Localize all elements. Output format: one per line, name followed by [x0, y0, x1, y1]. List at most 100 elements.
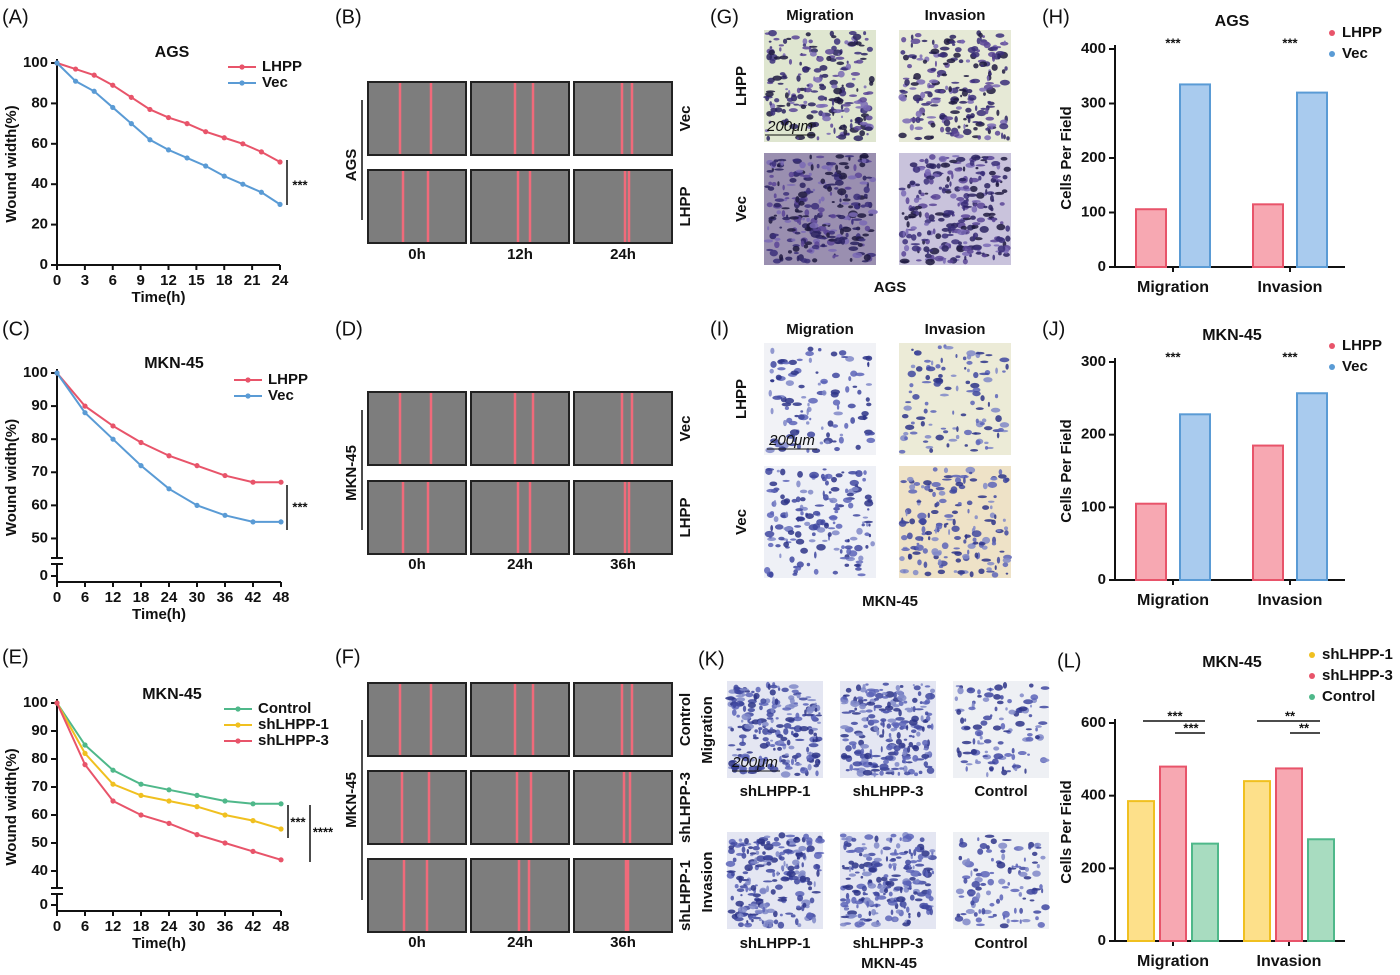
cell	[808, 743, 819, 748]
cell	[998, 469, 1003, 475]
cell	[948, 243, 952, 249]
cell	[1000, 849, 1006, 854]
cell	[786, 417, 793, 424]
cell	[999, 79, 1010, 86]
cell	[769, 101, 772, 106]
cell	[775, 544, 781, 548]
column-label: shLHPP-1	[740, 935, 811, 952]
cell	[873, 697, 879, 701]
cell	[749, 916, 753, 921]
cell	[956, 222, 960, 225]
cell	[880, 849, 883, 855]
cell	[999, 422, 1010, 428]
cell	[992, 55, 996, 62]
cell	[865, 397, 870, 402]
cell	[861, 885, 867, 892]
cell	[989, 505, 993, 510]
cell	[736, 888, 745, 893]
significance: ***	[1183, 720, 1199, 735]
cell	[966, 249, 974, 254]
cell	[941, 366, 946, 371]
cell	[907, 745, 911, 753]
column-label: Migration	[786, 7, 854, 24]
cell	[1023, 857, 1026, 862]
cell	[895, 738, 902, 745]
cell	[908, 915, 911, 919]
cell	[969, 159, 975, 166]
cell	[797, 414, 805, 420]
cell	[868, 701, 871, 704]
cell	[980, 64, 984, 68]
cell	[864, 532, 870, 537]
scratch-image	[470, 682, 570, 757]
cell	[989, 871, 995, 875]
significance: ****	[313, 824, 334, 839]
cell	[910, 243, 921, 246]
cell	[924, 711, 929, 716]
cell	[770, 684, 778, 689]
cell	[1002, 557, 1012, 563]
cell	[862, 477, 866, 482]
cell	[887, 718, 897, 723]
y-tick-label: 300	[1081, 353, 1106, 370]
cell	[882, 695, 889, 699]
cell	[883, 892, 886, 896]
cell	[909, 180, 916, 186]
cell	[839, 556, 850, 560]
cell	[925, 258, 935, 266]
series-point	[138, 812, 144, 818]
cell	[1040, 855, 1046, 860]
cell	[766, 135, 771, 141]
cell	[802, 217, 805, 221]
cell	[930, 104, 939, 107]
cell	[925, 893, 932, 899]
cell	[774, 168, 784, 171]
cell	[832, 74, 840, 78]
cell	[854, 707, 858, 711]
cell	[959, 177, 967, 182]
cell	[868, 714, 876, 719]
cell	[1040, 686, 1050, 690]
cell	[845, 877, 851, 880]
cell	[793, 103, 800, 106]
cell	[972, 738, 976, 745]
cell	[783, 860, 786, 867]
cell	[728, 848, 735, 855]
cell	[882, 721, 885, 728]
cell	[979, 842, 988, 850]
cell	[970, 900, 975, 906]
cell	[996, 700, 1004, 705]
cell	[912, 735, 915, 738]
x-tick-label: 0	[53, 272, 61, 289]
cell	[826, 162, 837, 166]
cell	[994, 706, 998, 712]
cell	[845, 386, 850, 393]
legend-swatch	[1309, 673, 1315, 679]
cell	[953, 547, 960, 550]
legend-swatch-dot	[239, 80, 245, 86]
cell	[902, 765, 908, 773]
cell	[937, 550, 942, 555]
cell	[915, 366, 923, 372]
y-tick-label: 40	[31, 175, 48, 192]
cell	[731, 872, 735, 877]
scratch-image	[470, 391, 570, 466]
cell	[804, 713, 814, 717]
cell	[785, 197, 790, 200]
cell	[735, 694, 745, 698]
cell	[742, 705, 747, 712]
cell	[844, 155, 855, 158]
cell	[866, 716, 869, 722]
cell	[768, 389, 772, 397]
cell	[865, 709, 873, 713]
cell	[849, 257, 853, 262]
y-tick-label: 100	[1081, 203, 1106, 220]
cell	[1004, 530, 1009, 536]
cell	[1015, 863, 1019, 868]
cell	[794, 763, 802, 766]
legend-label: Vec	[268, 387, 294, 404]
cell	[1037, 922, 1045, 928]
cell	[984, 441, 989, 444]
series-point	[258, 149, 265, 155]
panel-label: (K)	[698, 648, 725, 670]
